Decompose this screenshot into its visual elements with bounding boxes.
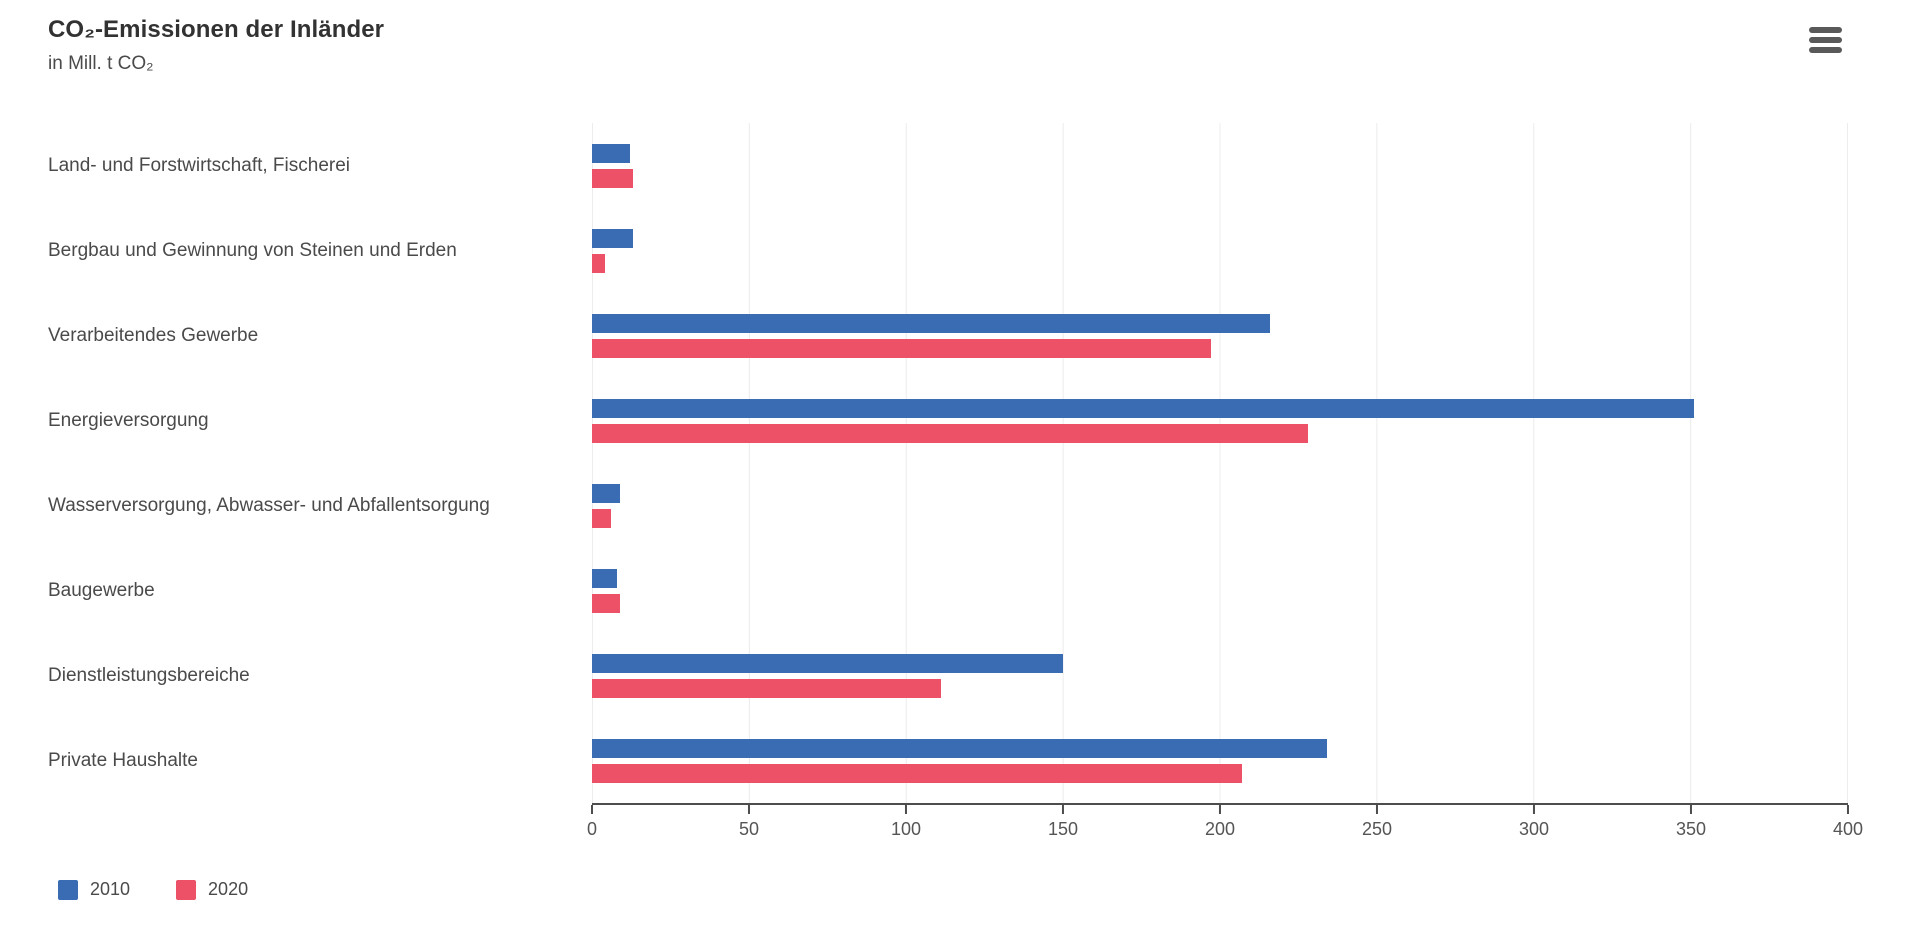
category-row: Verarbeitendes Gewerbe [48, 293, 1848, 378]
bar-group [592, 123, 1848, 208]
category-label: Land- und Forstwirtschaft, Fischerei [48, 154, 351, 176]
x-tick-label: 400 [1833, 805, 1863, 840]
bar-2010[interactable] [592, 568, 618, 588]
legend-item-2020[interactable]: 2020 [176, 879, 248, 900]
x-tick-label: 350 [1676, 805, 1706, 840]
bar-2020[interactable] [592, 678, 941, 698]
x-tick-label: 200 [1205, 805, 1235, 840]
bar-group [592, 633, 1848, 718]
bar-group [592, 463, 1848, 548]
bar-2020[interactable] [592, 338, 1211, 358]
bar-2010[interactable] [592, 398, 1695, 418]
category-label: Bergbau und Gewinnung von Steinen und Er… [48, 239, 457, 261]
bar-2020[interactable] [592, 508, 611, 528]
category-label: Dienstleistungsbereiche [48, 664, 250, 686]
x-tick-label: 300 [1519, 805, 1549, 840]
bar-2010[interactable] [592, 228, 633, 248]
bar-2010[interactable] [592, 143, 630, 163]
category-row: Private Haushalte [48, 718, 1848, 803]
bar-group [592, 548, 1848, 633]
x-tick-label: 0 [587, 805, 597, 840]
legend: 2010 2020 [58, 879, 1848, 900]
category-label: Private Haushalte [48, 749, 198, 771]
bar-group [592, 718, 1848, 803]
x-axis: 0 50 100 150 200 250 300 350 400 [587, 803, 1863, 853]
title-block: CO₂-Emissionen der Inländer in Mill. t C… [48, 16, 384, 75]
category-row: Baugewerbe [48, 548, 1848, 633]
x-tick-label: 50 [739, 805, 759, 840]
axis-spacer [48, 803, 592, 853]
bar-2020[interactable] [592, 168, 633, 188]
category-row: Dienstleistungsbereiche [48, 633, 1848, 718]
legend-item-2010[interactable]: 2010 [58, 879, 130, 900]
bar-2020[interactable] [592, 253, 605, 273]
bar-2010[interactable] [592, 738, 1327, 758]
bar-2020[interactable] [592, 593, 621, 613]
chart-title: CO₂-Emissionen der Inländer [48, 16, 385, 43]
category-row: Land- und Forstwirtschaft, Fischerei [48, 123, 1848, 208]
chart-header: CO₂-Emissionen der Inländer in Mill. t C… [48, 16, 1848, 75]
x-axis-row: 0 50 100 150 200 250 300 350 400 [48, 803, 1863, 853]
bar-group [592, 293, 1848, 378]
category-row: Energieversorgung [48, 378, 1848, 463]
category-row: Wasserversorgung, Abwasser- und Abfallen… [48, 463, 1848, 548]
bar-2020[interactable] [592, 763, 1242, 783]
category-label: Verarbeitendes Gewerbe [48, 324, 259, 346]
bar-2020[interactable] [592, 423, 1308, 443]
hamburger-menu-icon [1809, 27, 1842, 53]
category-label: Energieversorgung [48, 409, 209, 431]
bar-2010[interactable] [592, 483, 621, 503]
x-tick-label: 250 [1362, 805, 1392, 840]
chart-subtitle: in Mill. t CO₂ [48, 53, 154, 74]
x-tick-label: 100 [891, 805, 921, 840]
bar-group [592, 378, 1848, 463]
legend-label-2020: 2020 [208, 879, 249, 899]
bar-2010[interactable] [592, 313, 1271, 333]
legend-swatch-2010 [58, 879, 78, 900]
x-tick-label: 150 [1048, 805, 1078, 840]
context-menu-button[interactable] [1807, 21, 1844, 59]
bar-group [592, 208, 1848, 293]
category-label: Baugewerbe [48, 579, 155, 601]
category-row: Bergbau und Gewinnung von Steinen und Er… [48, 208, 1848, 293]
legend-label-2010: 2010 [90, 879, 131, 899]
plot-area: Land- und Forstwirtschaft, Fischerei Ber… [48, 123, 1848, 803]
bar-2010[interactable] [592, 653, 1063, 673]
legend-swatch-2020 [176, 879, 197, 900]
category-label: Wasserversorgung, Abwasser- und Abfallen… [48, 494, 490, 516]
